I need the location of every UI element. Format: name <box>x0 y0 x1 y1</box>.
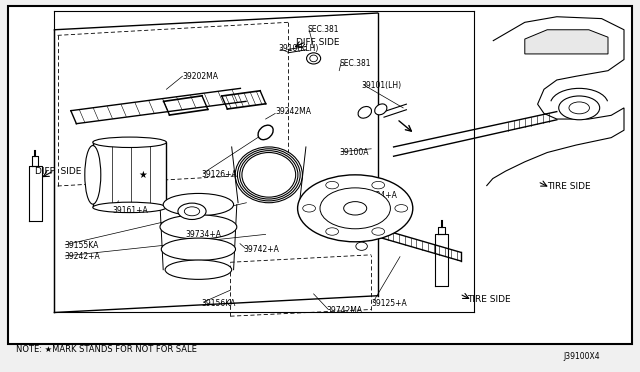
Circle shape <box>372 228 385 235</box>
Text: 39161+A: 39161+A <box>112 206 148 215</box>
Text: 39242+A: 39242+A <box>64 252 100 261</box>
Text: 39734+A: 39734+A <box>186 230 221 239</box>
Circle shape <box>569 102 589 114</box>
Text: 39125+A: 39125+A <box>371 299 407 308</box>
Circle shape <box>326 228 339 235</box>
Circle shape <box>184 207 200 216</box>
Ellipse shape <box>84 145 101 204</box>
Text: 39155KA: 39155KA <box>64 241 99 250</box>
Ellipse shape <box>93 137 166 147</box>
Text: DIFF  SIDE: DIFF SIDE <box>35 167 81 176</box>
Text: 39242MA: 39242MA <box>275 107 311 116</box>
Text: 39202MA: 39202MA <box>182 72 218 81</box>
Ellipse shape <box>358 106 372 118</box>
Ellipse shape <box>310 55 317 62</box>
Ellipse shape <box>242 153 296 197</box>
Circle shape <box>320 188 390 229</box>
Text: 39742+A: 39742+A <box>243 245 279 254</box>
Text: 3910(KLH): 3910(KLH) <box>278 44 319 53</box>
Text: TIRE SIDE: TIRE SIDE <box>467 295 511 304</box>
Text: J39100X4: J39100X4 <box>563 352 600 361</box>
Text: SEC.381: SEC.381 <box>339 59 371 68</box>
Circle shape <box>395 205 408 212</box>
Text: TIRE SIDE: TIRE SIDE <box>547 182 591 190</box>
Text: 39234+A: 39234+A <box>362 191 397 200</box>
Ellipse shape <box>163 193 234 216</box>
Circle shape <box>372 182 385 189</box>
Ellipse shape <box>374 104 387 115</box>
Ellipse shape <box>307 53 321 64</box>
Text: 39101(LH): 39101(LH) <box>362 81 402 90</box>
Bar <box>93 142 166 208</box>
Ellipse shape <box>165 260 232 279</box>
Circle shape <box>298 175 413 242</box>
Text: NOTE: ★MARK STANDS FOR NOT FOR SALE: NOTE: ★MARK STANDS FOR NOT FOR SALE <box>16 345 197 354</box>
Text: 39100A: 39100A <box>339 148 369 157</box>
Circle shape <box>344 202 367 215</box>
Circle shape <box>559 96 600 120</box>
Text: 39742MA: 39742MA <box>326 306 362 315</box>
Ellipse shape <box>258 125 273 140</box>
Ellipse shape <box>240 151 298 199</box>
Circle shape <box>178 203 206 219</box>
Ellipse shape <box>356 242 367 250</box>
Text: SEC.381: SEC.381 <box>307 25 339 34</box>
Circle shape <box>326 182 339 189</box>
Ellipse shape <box>160 215 237 239</box>
Text: 39126+A: 39126+A <box>202 170 237 179</box>
Ellipse shape <box>93 202 166 213</box>
Ellipse shape <box>161 238 236 260</box>
Text: 39156KA: 39156KA <box>202 299 236 308</box>
Text: DIFF SIDE: DIFF SIDE <box>296 38 340 47</box>
Text: ★: ★ <box>138 170 147 180</box>
Ellipse shape <box>236 147 303 203</box>
Ellipse shape <box>237 149 300 201</box>
Polygon shape <box>525 30 608 54</box>
Circle shape <box>303 205 316 212</box>
Polygon shape <box>486 17 624 186</box>
